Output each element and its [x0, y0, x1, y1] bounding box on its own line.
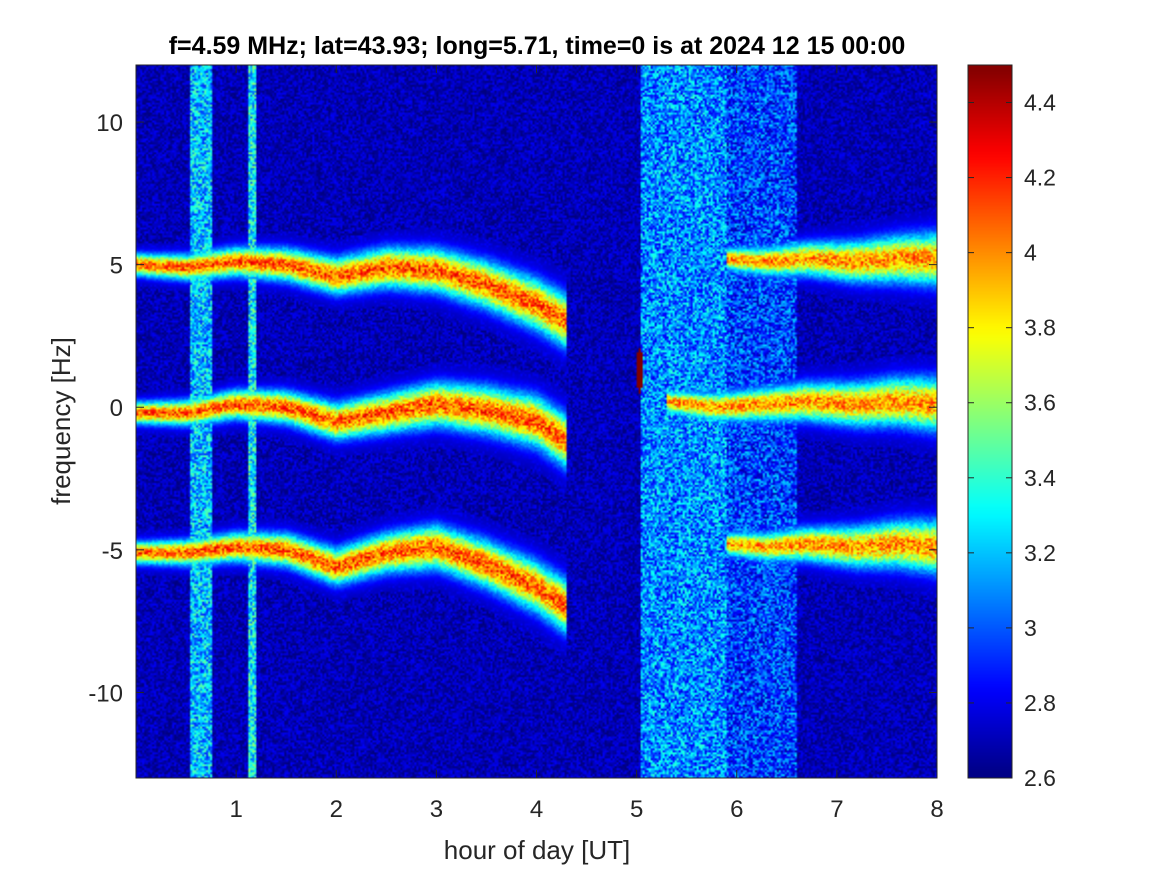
x-tick-label: 5 [630, 796, 643, 823]
x-tick-label: 6 [730, 796, 743, 823]
colorbar-gradient [968, 65, 1012, 778]
colorbar-tick-label: 3.2 [1024, 540, 1056, 566]
chart-title: f=4.59 MHz; lat=43.93; long=5.71, time=0… [169, 32, 906, 60]
colorbar-tick-label: 4.4 [1024, 90, 1056, 116]
x-tick-label: 1 [229, 796, 242, 823]
y-tick-label: 0 [110, 395, 123, 422]
colorbar-tick-label: 3.4 [1024, 465, 1056, 491]
x-axis-label: hour of day [UT] [444, 835, 630, 865]
colorbar-tick-label: 4 [1024, 240, 1037, 266]
colorbar: 2.6 2.8 3 3.2 3.4 3.6 3.8 4 4.2 4.4 [967, 64, 1056, 791]
colorbar-tick-label: 4.2 [1024, 165, 1056, 191]
x-tick-label: 3 [430, 796, 443, 823]
colorbar-frame [967, 64, 1013, 779]
colorbar-tick-label: 2.6 [1024, 765, 1056, 791]
y-tick-label: -5 [102, 538, 123, 565]
y-tick-label: -10 [88, 680, 123, 707]
colorbar-tick-label: 3 [1024, 615, 1037, 641]
colorbar-tick-label: 3.8 [1024, 315, 1056, 341]
x-tick-label: 7 [830, 796, 843, 823]
y-axis-ticks: -10 -5 0 5 10 [88, 110, 937, 707]
x-tick-label: 4 [530, 796, 543, 823]
y-axis-label: frequency [Hz] [46, 337, 76, 505]
colorbar-ticks: 2.6 2.8 3 3.2 3.4 3.6 3.8 4 4.2 4.4 [968, 90, 1056, 791]
colorbar-tick-label: 2.8 [1024, 690, 1056, 716]
y-tick-label: 5 [110, 253, 123, 280]
spectrogram-heatmap [136, 65, 937, 778]
colorbar-tick-label: 3.6 [1024, 390, 1056, 416]
plot-area: 1 2 3 4 5 6 7 8 -10 -5 0 5 10 [88, 64, 944, 823]
x-axis-ticks: 1 2 3 4 5 6 7 8 [229, 65, 944, 823]
y-tick-label: 10 [96, 110, 123, 137]
x-tick-label: 2 [330, 796, 343, 823]
x-tick-label: 8 [930, 796, 943, 823]
